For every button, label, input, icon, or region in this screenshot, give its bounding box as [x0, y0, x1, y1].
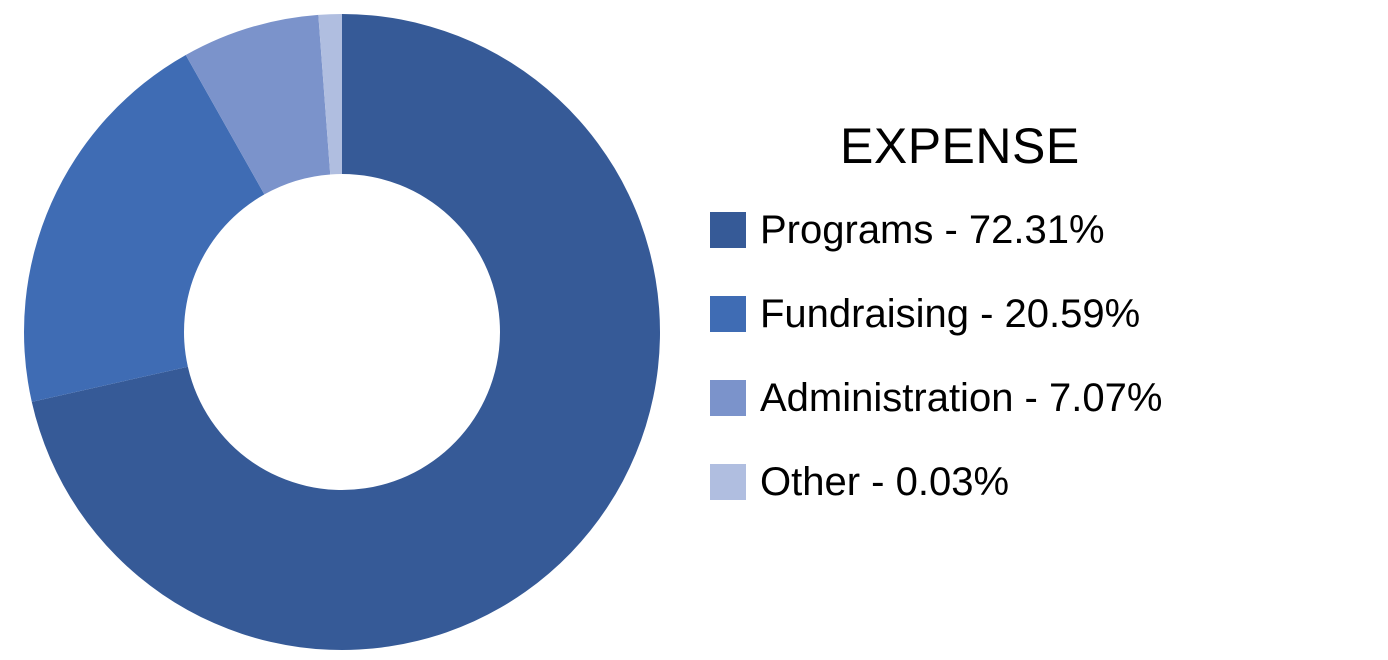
donut-slice-administration	[185, 14, 331, 195]
legend-item-fundraising: Fundraising - 20.59%	[710, 272, 1350, 356]
legend-label-other: Other - 0.03%	[760, 459, 1010, 504]
legend-label-programs: Programs - 72.31%	[760, 207, 1105, 252]
legend-item-other: Other - 0.03%	[710, 440, 1350, 524]
legend-swatch-programs	[710, 212, 746, 248]
donut-slice-other	[318, 14, 342, 175]
legend-swatch-administration	[710, 380, 746, 416]
legend-swatch-fundraising	[710, 296, 746, 332]
legend-item-programs: Programs - 72.31%	[710, 188, 1350, 272]
donut-slice-programs	[31, 14, 661, 650]
legend-item-administration: Administration - 7.07%	[710, 356, 1350, 440]
legend: EXPENSE Programs - 72.31% Fundraising - …	[710, 110, 1350, 524]
legend-label-fundraising: Fundraising - 20.59%	[760, 291, 1141, 336]
donut-slice-fundraising	[24, 55, 265, 402]
legend-label-administration: Administration - 7.07%	[760, 375, 1163, 420]
donut-chart	[24, 14, 661, 650]
legend-title: EXPENSE	[840, 118, 1080, 174]
legend-swatch-other	[710, 464, 746, 500]
